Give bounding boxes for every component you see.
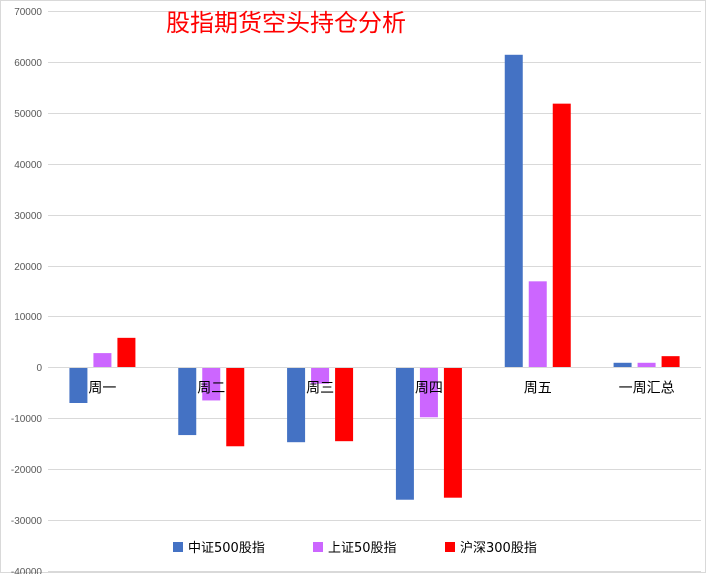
bar <box>226 367 245 447</box>
bar <box>552 103 571 368</box>
bar <box>202 367 221 401</box>
bar <box>335 367 354 442</box>
bar <box>311 367 330 384</box>
bar <box>419 367 438 418</box>
legend-label: 上证50股指 <box>328 541 397 556</box>
gridlines <box>48 11 701 572</box>
bar <box>69 367 88 403</box>
bar <box>93 353 112 368</box>
bar <box>661 356 680 368</box>
y-tick-label: 70000 <box>14 7 42 18</box>
legend-swatch <box>445 542 455 552</box>
bar <box>504 54 523 368</box>
y-tick-label: -20000 <box>11 465 43 476</box>
legend-label: 沪深300股指 <box>460 540 537 556</box>
bar <box>637 362 656 368</box>
bar <box>528 281 547 368</box>
y-axis-tick-labels: 70000 60000 50000 40000 30000 20000 10000 0 -100… <box>11 7 43 574</box>
y-tick-label: 10000 <box>14 312 42 323</box>
y-tick-label: -40000 <box>11 567 43 574</box>
y-tick-label: 20000 <box>14 262 42 273</box>
y-tick-label: 0 <box>36 363 42 374</box>
category-label: 周一 <box>88 380 116 396</box>
legend: 中证500股指 上证50股指 沪深300股指 <box>173 540 537 556</box>
bar <box>178 367 197 436</box>
y-tick-label: -10000 <box>11 414 43 425</box>
bar <box>395 367 414 500</box>
y-tick-label: 40000 <box>14 160 42 171</box>
category-label: 一周汇总 <box>619 380 675 396</box>
category-label: 周五 <box>524 380 552 396</box>
bar <box>117 337 136 368</box>
category-label: 周三 <box>306 380 334 396</box>
legend-label: 中证500股指 <box>188 541 265 556</box>
legend-swatch <box>313 542 323 552</box>
legend-swatch <box>173 542 183 552</box>
y-tick-label: 50000 <box>14 109 42 120</box>
bars <box>69 54 680 500</box>
y-tick-label: 30000 <box>14 211 42 222</box>
y-tick-label: 60000 <box>14 58 42 69</box>
category-labels: 周一 周二 周三 周四 周五 一周汇总 <box>88 380 674 396</box>
category-label: 周二 <box>197 380 225 396</box>
chart-title: 股指期货空头持仓分析 <box>166 9 406 37</box>
bar <box>443 367 462 498</box>
bar <box>287 367 306 443</box>
category-label: 周四 <box>415 380 443 396</box>
bar <box>613 362 632 368</box>
y-tick-label: -30000 <box>11 516 43 527</box>
